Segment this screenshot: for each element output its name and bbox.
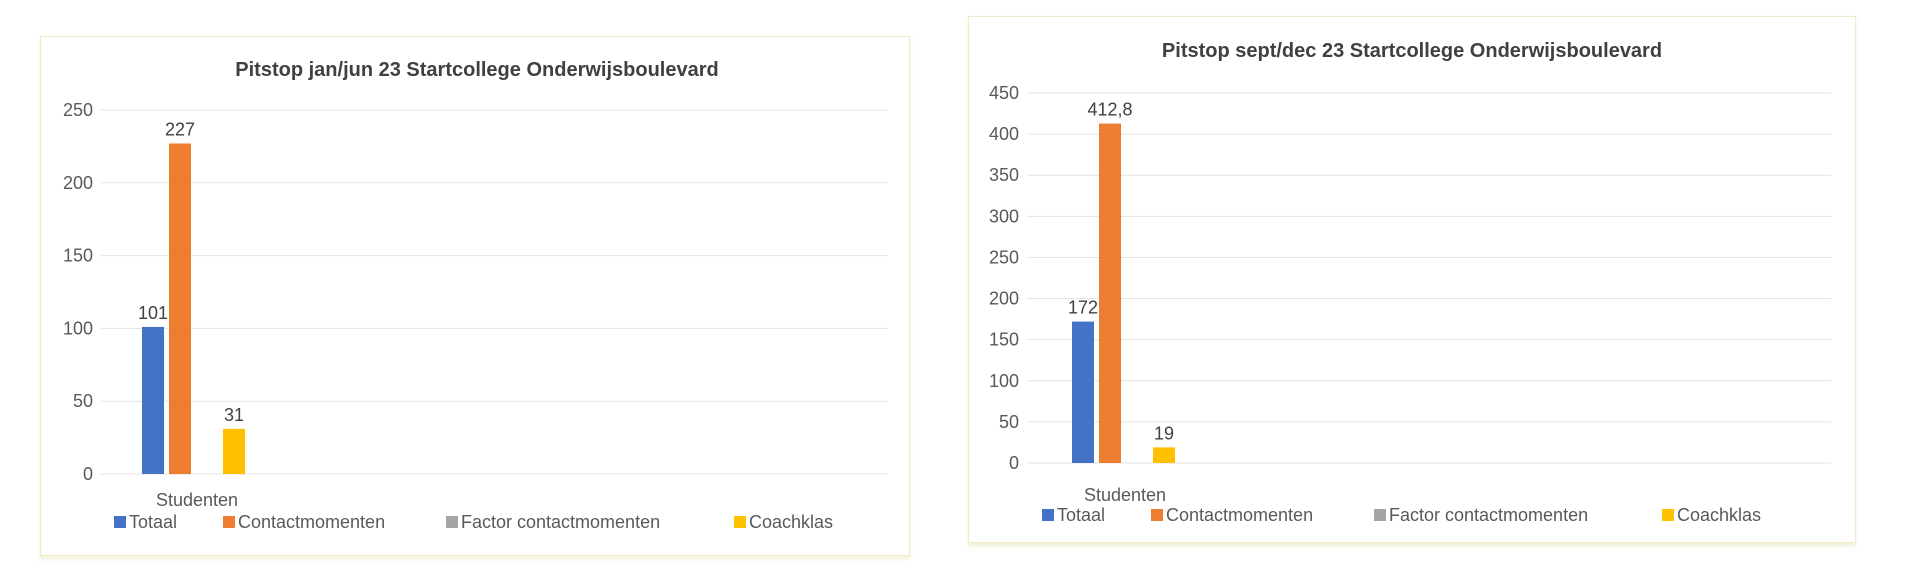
y-tick-label: 250: [63, 100, 93, 120]
legend-swatch: [1374, 509, 1386, 521]
y-tick-label: 200: [63, 173, 93, 193]
bar-coachklas: [223, 428, 245, 474]
category-label: Studenten: [156, 490, 238, 510]
bar-totaal: [142, 326, 164, 474]
legend-swatch: [223, 516, 235, 528]
data-label: 227: [165, 119, 195, 139]
y-tick-label: 350: [989, 165, 1019, 185]
chart-title: Pitstop sept/dec 23 Startcollege Onderwi…: [1162, 40, 1662, 62]
legend-swatch: [1662, 509, 1674, 521]
chart-panel-sept-dec: Pitstop sept/dec 23 Startcollege Onderwi…: [968, 16, 1856, 543]
y-tick-label: 150: [989, 330, 1019, 350]
data-label: 412,8: [1087, 100, 1132, 120]
y-tick-label: 0: [83, 464, 93, 484]
legend-label: Factor contactmomenten: [1389, 505, 1588, 525]
y-tick-label: 100: [63, 318, 93, 338]
y-tick-label: 200: [989, 289, 1019, 309]
y-tick-label: 100: [989, 371, 1019, 391]
legend-label: Coachklas: [749, 512, 833, 532]
legend-label: Contactmomenten: [1166, 505, 1313, 525]
bar-chart-sept-dec: Pitstop sept/dec 23 Startcollege Onderwi…: [989, 40, 1831, 525]
y-tick-label: 400: [989, 124, 1019, 144]
legend-label: Totaal: [1057, 505, 1105, 525]
chart-title: Pitstop jan/jun 23 Startcollege Onderwij…: [235, 59, 718, 81]
y-tick-label: 250: [989, 247, 1019, 267]
bar-totaal: [1072, 321, 1094, 463]
y-tick-label: 450: [989, 83, 1019, 103]
y-tick-label: 0: [1009, 453, 1019, 473]
y-tick-label: 50: [73, 391, 93, 411]
legend-label: Coachklas: [1677, 505, 1761, 525]
data-label: 101: [138, 303, 168, 323]
legend-swatch: [1042, 509, 1054, 521]
y-tick-label: 300: [989, 206, 1019, 226]
chart-panel-jan-jun: Pitstop jan/jun 23 Startcollege Onderwij…: [40, 36, 910, 556]
legend-label: Contactmomenten: [238, 512, 385, 532]
bar-contactmomenten: [169, 143, 191, 474]
data-label: 31: [224, 405, 244, 425]
data-label: 172: [1068, 298, 1098, 318]
data-label: 19: [1154, 423, 1174, 443]
legend-swatch: [114, 516, 126, 528]
bar-contactmomenten: [1099, 123, 1121, 463]
y-tick-label: 50: [999, 412, 1019, 432]
legend-swatch: [446, 516, 458, 528]
bar-chart-jan-jun: Pitstop jan/jun 23 Startcollege Onderwij…: [63, 59, 887, 532]
category-label: Studenten: [1084, 485, 1166, 505]
legend-swatch: [1151, 509, 1163, 521]
legend-label: Factor contactmomenten: [461, 512, 660, 532]
legend-swatch: [734, 516, 746, 528]
legend-label: Totaal: [129, 512, 177, 532]
bar-coachklas: [1153, 447, 1175, 463]
y-tick-label: 150: [63, 246, 93, 266]
